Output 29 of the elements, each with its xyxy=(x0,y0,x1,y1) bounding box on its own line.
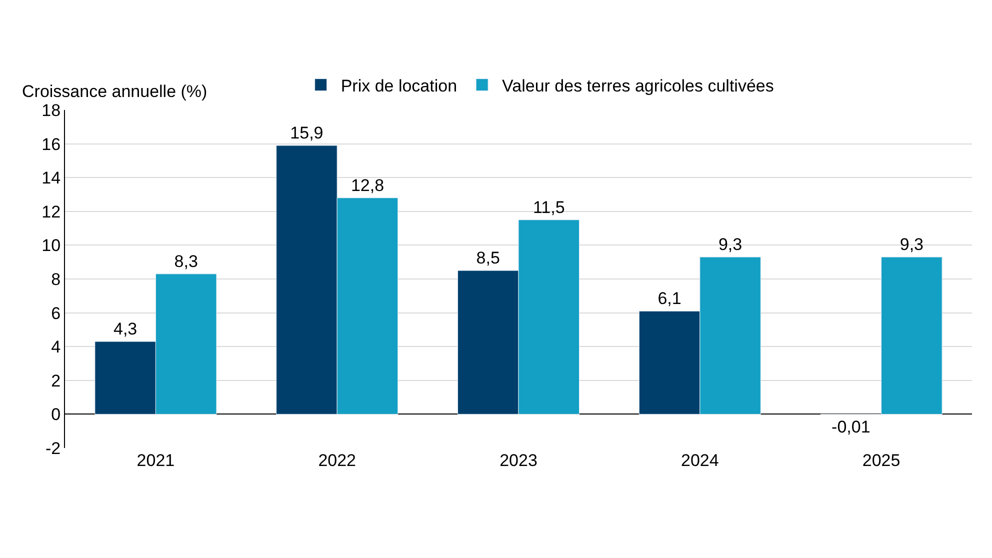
y-tick-label: 16 xyxy=(42,134,61,154)
y-axis-title: Croissance annuelle (%) xyxy=(22,82,208,101)
legend-label: Valeur des terres agricoles cultivées xyxy=(502,76,774,96)
y-tick-label: 2 xyxy=(51,371,61,390)
y-tick-label: 18 xyxy=(42,100,61,120)
data-label: 8,5 xyxy=(476,248,500,268)
data-label: 6,1 xyxy=(658,289,682,308)
data-label: 12,8 xyxy=(350,176,384,195)
x-tick-label: 2025 xyxy=(862,451,900,470)
data-label: 9,3 xyxy=(900,235,924,254)
legend-label: Prix de location xyxy=(340,76,458,96)
y-tick-label: 8 xyxy=(51,270,61,289)
x-tick-label: 2023 xyxy=(500,451,538,470)
y-tick-label: 10 xyxy=(42,236,61,256)
y-tick-label: 12 xyxy=(42,202,61,222)
data-label: 8,3 xyxy=(174,252,198,271)
data-label: 4,3 xyxy=(113,320,138,339)
data-label: 11,5 xyxy=(532,198,565,217)
data-label: -0,01 xyxy=(832,417,870,436)
data-label: 15,9 xyxy=(290,123,324,142)
x-tick-label: 2024 xyxy=(680,451,719,470)
y-tick-label: 0 xyxy=(51,405,61,424)
y-tick-label: 4 xyxy=(51,338,61,357)
y-tick-label: 14 xyxy=(42,168,61,188)
y-tick-label: -2 xyxy=(45,438,61,458)
x-tick-label: 2021 xyxy=(136,451,175,470)
x-tick-label: 2022 xyxy=(318,451,356,470)
data-label: 9,3 xyxy=(718,235,742,254)
y-tick-label: 6 xyxy=(51,304,61,323)
